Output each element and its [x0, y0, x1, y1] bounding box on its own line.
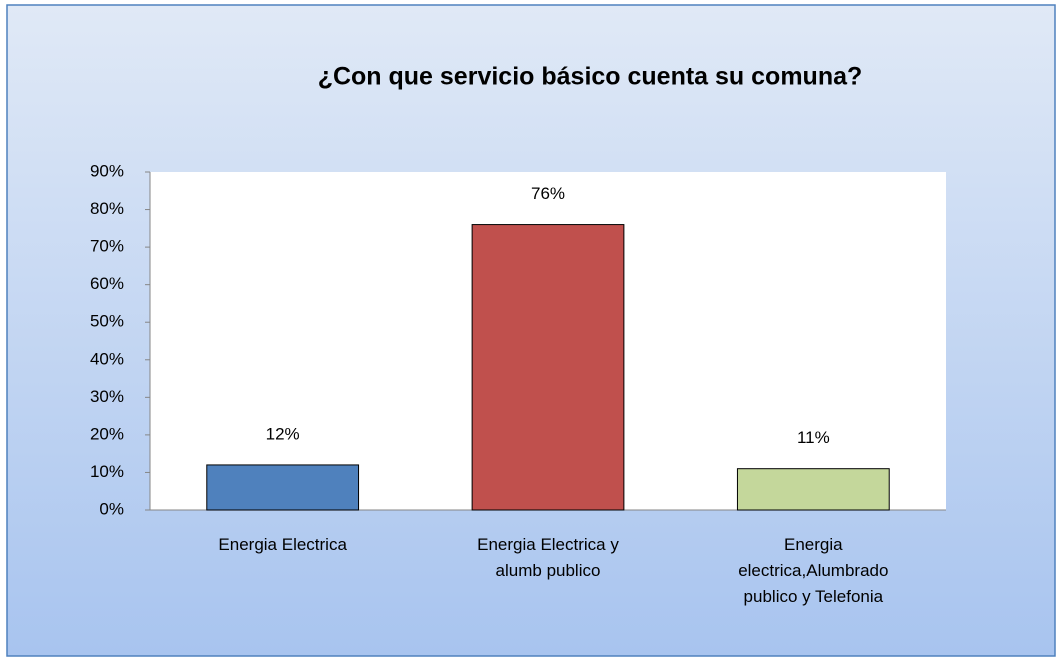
x-tick-label: Energia electrica,Alumbrado publico y Tele…: [738, 535, 888, 606]
x-tick-label: Energia Electrica y alumb publico: [477, 535, 619, 580]
y-tick-label: 90%: [90, 161, 124, 180]
y-tick-label: 20%: [90, 424, 124, 443]
x-tick-label: Energia Electrica: [218, 535, 347, 554]
y-tick-label: 50%: [90, 312, 124, 331]
y-tick-label: 10%: [90, 462, 124, 481]
y-tick-label: 30%: [90, 387, 124, 406]
bar: [471, 224, 625, 511]
bar: [736, 468, 890, 511]
data-label: 11%: [797, 428, 830, 447]
y-tick-label: 80%: [90, 199, 124, 218]
y-tick-label: 40%: [90, 349, 124, 368]
data-label: 76%: [531, 184, 565, 203]
chart-title: ¿Con que servicio básico cuenta su comun…: [318, 63, 863, 91]
y-tick-label: 0%: [99, 499, 124, 518]
y-tick-label: 70%: [90, 237, 124, 256]
bar: [206, 464, 360, 511]
y-tick-label: 60%: [90, 274, 124, 293]
data-label: 12%: [266, 424, 300, 443]
